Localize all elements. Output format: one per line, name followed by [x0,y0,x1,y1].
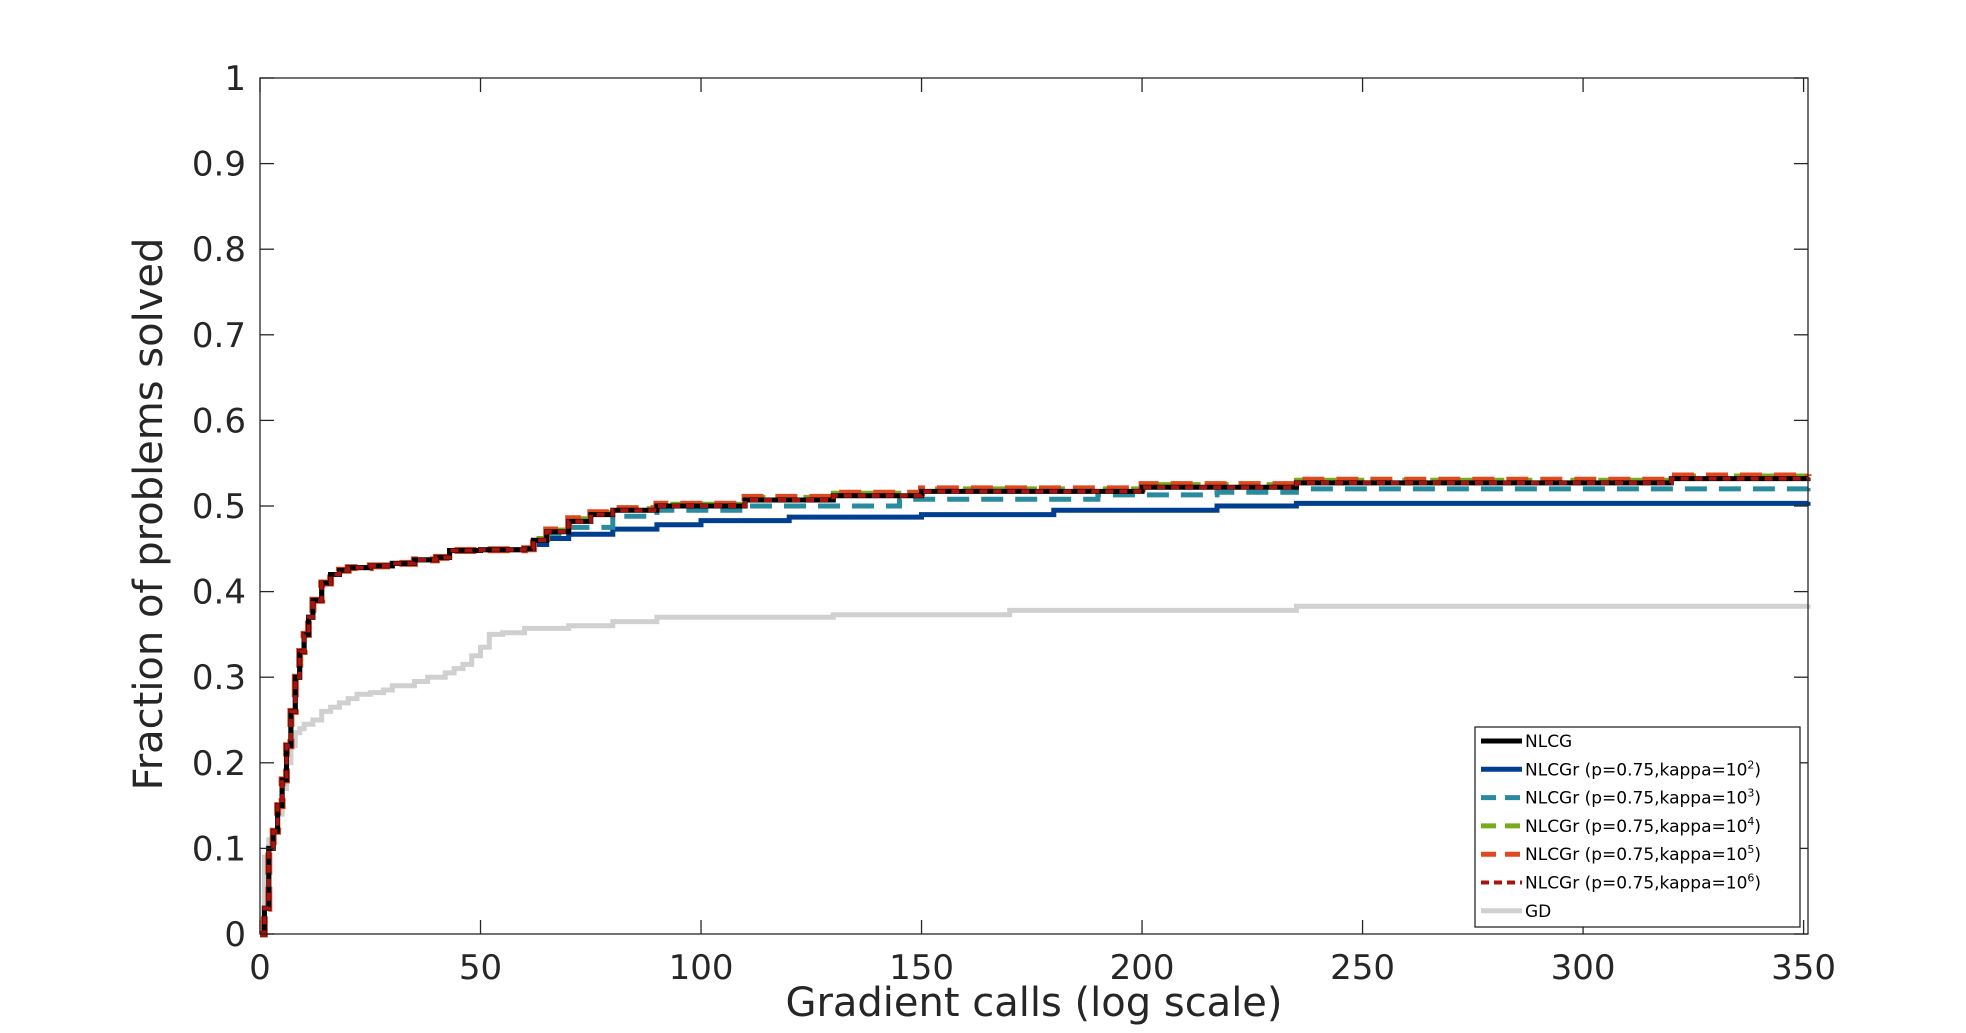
series-line-nlcgr-k6 [260,476,1810,936]
x-tick-label: 50 [459,948,502,988]
y-axis-label: Fraction of problems solved [126,238,172,791]
y-tick-label: 0.2 [192,744,246,784]
y-tick-label: 0.4 [192,573,246,613]
x-axis-label: Gradient calls (log scale) [785,980,1282,1026]
x-tick-label: 100 [669,948,734,988]
y-tick-label: 0 [224,915,246,955]
legend-box [1474,726,1801,928]
y-tick-label: 0.7 [192,316,246,356]
y-tick-label: 0.6 [192,401,246,441]
legend: NLCG NLCGr (p=0.75,kappa=102) NLCGr (p=0.7… [1474,726,1801,928]
legend-label-nlcgr-k6: NLCGr (p=0.75,kappa=106) [1525,872,1761,894]
x-tick-label: 200 [1110,948,1175,988]
ticks-layer: 0 50 100 150 200 250 300 350 0 0.1 0.2 0.3 0.4 0.5 0.6… [192,59,1836,988]
y-tick-label: 0.1 [192,829,246,869]
y-tick-label: 0.8 [192,230,246,270]
legend-label-nlcgr-k2: NLCGr (p=0.75,kappa=102) [1525,758,1761,780]
x-tick-label: 0 [249,948,271,988]
legend-label-nlcgr-k4: NLCGr (p=0.75,kappa=104) [1525,815,1761,837]
legend-label-nlcg: NLCG [1525,732,1572,752]
x-tick-label: 300 [1551,948,1616,988]
series-layer [260,472,1812,938]
x-tick-label: 150 [889,948,954,988]
y-tick-label: 1 [224,59,246,99]
y-tick-label: 0.5 [192,487,246,527]
x-tick-label: 250 [1330,948,1395,988]
x-tick-label: 350 [1771,948,1836,988]
y-tick-label: 0.3 [192,658,246,698]
legend-label-nlcgr-k3: NLCGr (p=0.75,kappa=103) [1525,787,1761,809]
legend-label-gd: GD [1525,902,1551,922]
y-tick-label: 0.9 [192,145,246,185]
legend-label-nlcgr-k5: NLCGr (p=0.75,kappa=105) [1525,843,1761,865]
